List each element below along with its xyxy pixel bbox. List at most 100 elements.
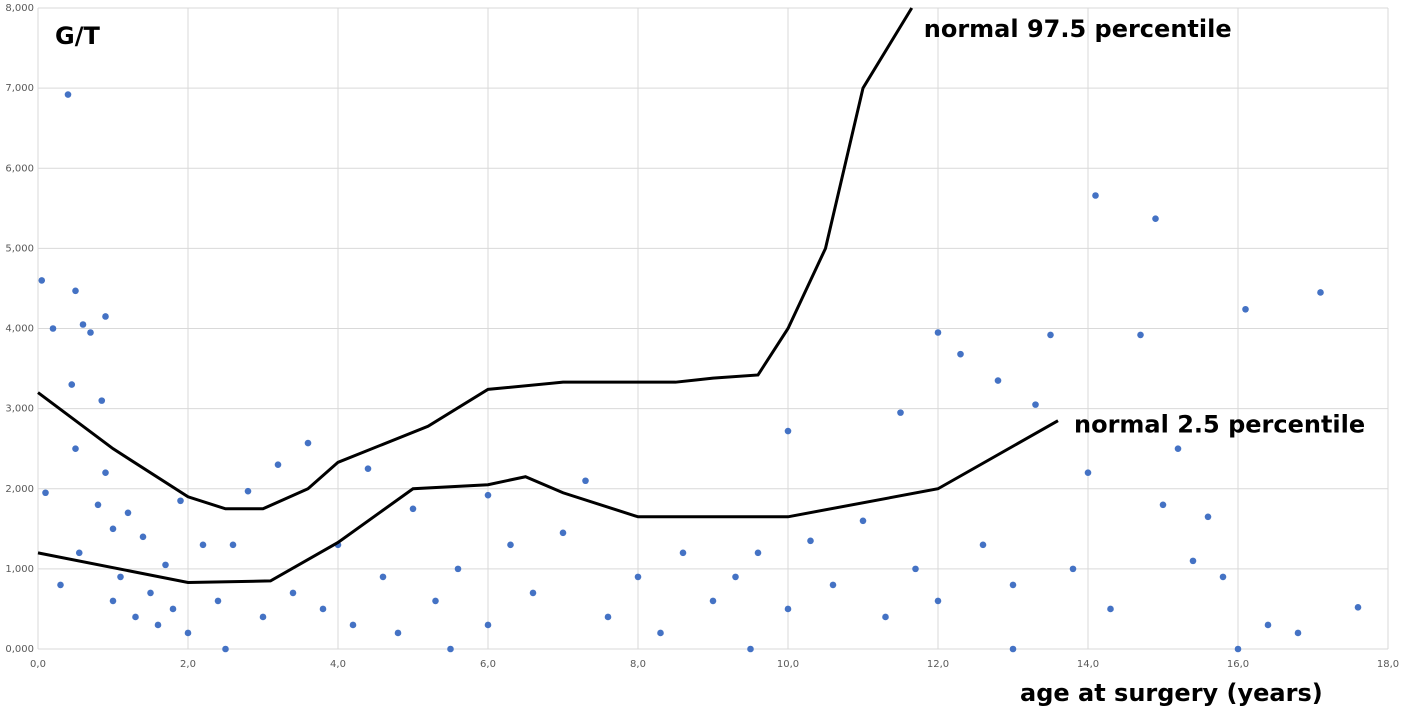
scatter-point xyxy=(784,605,792,613)
scatter-point xyxy=(1107,605,1114,613)
scatter-point xyxy=(94,501,102,509)
y-tick-label: 4,000 xyxy=(5,324,34,335)
line-label: normal 97.5 percentile xyxy=(924,15,1232,43)
scatter-point xyxy=(132,613,139,621)
scatter-point xyxy=(349,621,357,629)
scatter-point xyxy=(484,491,492,499)
scatter-point xyxy=(432,597,439,605)
scatter-point xyxy=(657,629,664,637)
scatter-point xyxy=(934,597,942,605)
scatter-point xyxy=(582,477,589,485)
scatter-point xyxy=(304,439,312,447)
scatter-point xyxy=(732,573,739,581)
scatter-point xyxy=(72,445,79,452)
scatter-point xyxy=(859,517,867,525)
scatter-point xyxy=(1084,469,1092,477)
scatter-point xyxy=(409,505,417,513)
grid xyxy=(37,7,1389,650)
x-tick-label: 10,0 xyxy=(777,659,799,670)
scatter-point xyxy=(109,525,117,533)
x-tick-label: 8,0 xyxy=(630,659,646,670)
scatter-point xyxy=(1294,629,1302,637)
y-tick-label: 3,000 xyxy=(5,404,34,415)
x-tick-label: 4,0 xyxy=(330,659,346,670)
scatter-point xyxy=(184,629,192,637)
scatter-point xyxy=(529,589,537,597)
percentile-line xyxy=(37,7,914,511)
x-tick-label: 12,0 xyxy=(927,659,949,670)
scatter-point xyxy=(1069,565,1077,573)
scatter-point xyxy=(319,605,327,613)
scatter-point xyxy=(1137,331,1144,339)
scatter-point xyxy=(177,497,184,505)
scatter-point xyxy=(1032,401,1039,408)
scatter-point xyxy=(1219,573,1227,581)
x-tick-label: 0,0 xyxy=(30,659,46,670)
scatter-point xyxy=(244,487,252,495)
scatter-point xyxy=(1317,289,1324,296)
scatter-point xyxy=(747,645,754,653)
scatter-point xyxy=(79,321,87,328)
scatter-point xyxy=(42,489,49,497)
scatter-point xyxy=(274,461,282,469)
percentile-line xyxy=(37,419,1059,584)
y-tick-label: 7,000 xyxy=(5,83,34,94)
scatter-point xyxy=(1189,557,1197,565)
x-tick-label: 6,0 xyxy=(480,659,496,670)
scatter-point xyxy=(199,541,207,549)
scatter-point xyxy=(154,621,162,629)
scatter-point xyxy=(634,573,642,581)
scatter-point xyxy=(169,605,177,613)
scatter-point xyxy=(754,549,762,557)
scatter-point xyxy=(1152,215,1159,223)
scatter-point xyxy=(807,537,814,545)
scatter-point xyxy=(559,529,567,537)
x-tick-label: 14,0 xyxy=(1077,659,1099,670)
scatter-point xyxy=(64,91,72,98)
scatter-point xyxy=(934,329,942,336)
scatter-point xyxy=(117,573,124,581)
scatter-point xyxy=(102,469,109,477)
scatter-point xyxy=(484,621,492,629)
scatter-point xyxy=(994,377,1002,384)
y-title: G/T xyxy=(55,22,100,50)
line-label: normal 2.5 percentile xyxy=(1074,411,1365,439)
scatter-point xyxy=(214,597,222,605)
scatter-point xyxy=(147,589,154,597)
scatter-point xyxy=(679,549,687,557)
scatter-point xyxy=(379,573,387,581)
scatter-point xyxy=(604,613,612,621)
scatter-point xyxy=(829,581,837,589)
scatter-point xyxy=(454,565,462,573)
scatter-point xyxy=(222,645,229,653)
scatter-point xyxy=(1159,501,1167,509)
y-tick-label: 6,000 xyxy=(5,163,34,174)
scatter-point xyxy=(72,287,79,295)
x-tick-label: 16,0 xyxy=(1227,659,1249,670)
scatter-point xyxy=(1204,513,1212,521)
scatter-point xyxy=(109,597,117,605)
x-tick-label: 18,0 xyxy=(1377,659,1399,670)
scatter-point xyxy=(1264,621,1272,629)
scatter-point xyxy=(709,597,717,605)
x-tick-label: 2,0 xyxy=(180,659,196,670)
scatter-point xyxy=(49,325,57,332)
scatter-point xyxy=(162,561,169,569)
y-tick-label: 8,000 xyxy=(5,3,34,14)
scatter-point xyxy=(447,645,454,653)
scatter-point xyxy=(1092,192,1099,199)
scatter-point xyxy=(1047,331,1054,339)
scatter-point xyxy=(1234,645,1242,653)
scatter-point xyxy=(784,427,792,435)
scatter-point xyxy=(1174,445,1182,452)
scatter-point xyxy=(897,409,904,416)
scatter-point xyxy=(87,329,94,336)
scatter-point xyxy=(1009,581,1017,589)
scatter-point xyxy=(912,565,919,573)
y-tick-label: 1,000 xyxy=(5,564,34,575)
scatter-point xyxy=(259,613,267,621)
scatter-point xyxy=(124,509,132,517)
scatter-point xyxy=(1242,305,1249,313)
scatter-point xyxy=(57,581,64,589)
scatter-point xyxy=(75,549,83,557)
